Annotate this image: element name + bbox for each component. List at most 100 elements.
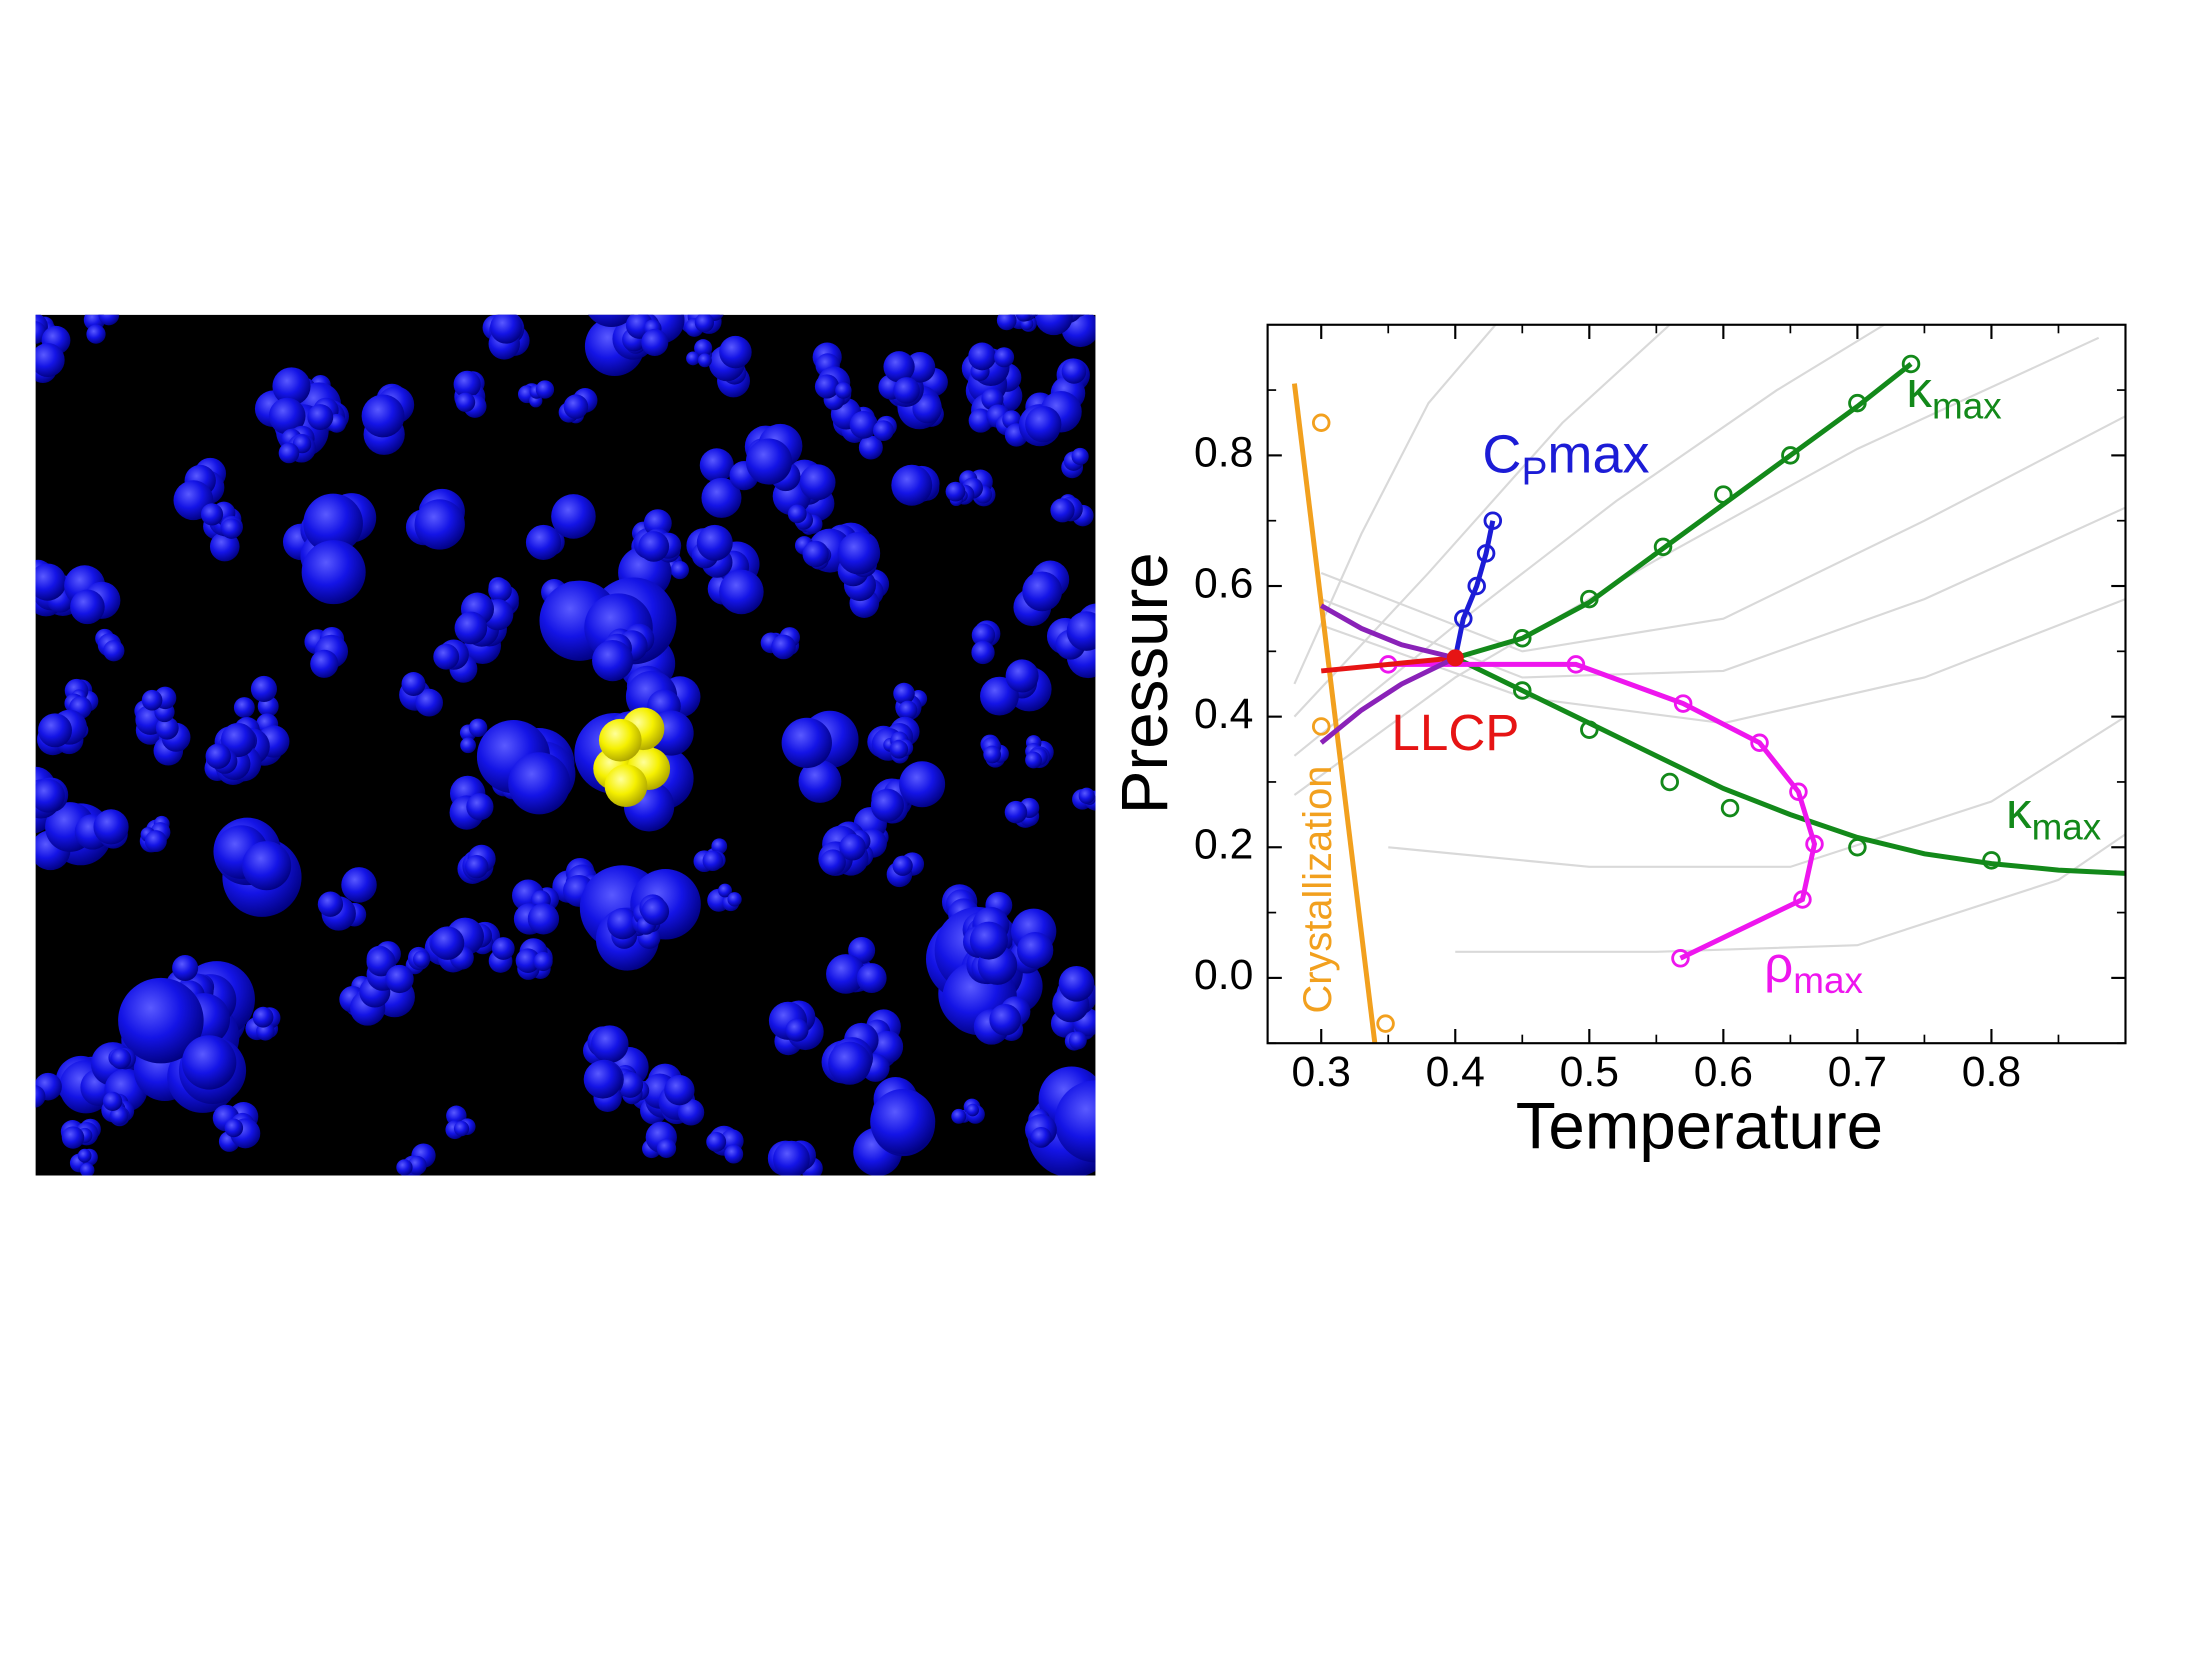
molecule-atom: [488, 578, 512, 603]
molecule-atom: [872, 420, 894, 442]
molecule-atom: [745, 438, 793, 485]
molecule-atom: [638, 531, 670, 562]
molecule-atom: [535, 380, 555, 399]
data-point: [1513, 629, 1532, 648]
molecule-atom: [1016, 932, 1054, 969]
annotation-text: C: [1482, 425, 1521, 485]
molecule-atom: [35, 1085, 46, 1108]
y-tick-label: 0.2: [1194, 821, 1253, 869]
x-tick-label: 0.7: [1828, 1048, 1887, 1096]
molecule-atom: [798, 760, 842, 803]
critical-point: [1446, 649, 1464, 667]
data-point: [1376, 1014, 1395, 1033]
molecule-atom: [551, 494, 596, 539]
molecule-atom: [278, 442, 300, 464]
molecule-atom: [870, 1089, 936, 1155]
molecule-atom: [996, 314, 1017, 331]
molecule-atom: [110, 1048, 132, 1070]
molecule-atom: [701, 477, 742, 518]
molecule-atom: [508, 752, 571, 815]
annotation-subscript: max: [1793, 960, 1863, 1001]
molecule-atom: [385, 964, 414, 994]
molecule-atom: [890, 740, 909, 759]
data-point: [1750, 733, 1769, 753]
molecule-atom: [719, 569, 764, 615]
molecule-atom: [826, 954, 866, 994]
annotation-subscript: max: [2032, 806, 2102, 847]
isochore: [1388, 715, 2126, 868]
data-point: [1566, 655, 1586, 674]
molecule-atom: [252, 1006, 274, 1028]
molecule-atom: [1066, 611, 1096, 651]
x-tick-label: 0.5: [1560, 1048, 1619, 1096]
molecule-atom: [525, 524, 562, 561]
molecule-atom: [466, 793, 494, 821]
molecule-atom: [893, 682, 915, 705]
molecule-atom: [77, 1148, 92, 1163]
molecule-atom: [1030, 1126, 1052, 1148]
x-tick-label: 0.6: [1694, 1048, 1753, 1096]
molecule-atom: [814, 374, 840, 399]
molecule-atom: [455, 392, 476, 413]
molecule-atom: [414, 499, 465, 550]
molecule-atom: [396, 1159, 413, 1176]
data-point: [1580, 720, 1599, 739]
molecule-atom: [1015, 314, 1032, 322]
molecule-atom: [268, 397, 306, 435]
molecule-atom: [272, 367, 311, 406]
molecule-atom: [224, 1118, 244, 1138]
molecule-atom: [945, 481, 966, 502]
curve: [1388, 661, 1818, 961]
molecule-atom: [971, 640, 995, 665]
x-axis-label: Temperature: [1516, 1090, 1883, 1163]
molecule-atom: [1025, 405, 1062, 443]
molecule-atom: [799, 464, 836, 501]
molecule-atom: [1034, 314, 1073, 336]
data-point: [1513, 681, 1532, 700]
molecule-atom: [849, 410, 878, 439]
data-point: [1720, 798, 1740, 818]
molecule-atom: [415, 688, 443, 717]
molecule-atom: [837, 531, 881, 575]
molecule-atom: [912, 393, 942, 424]
molecule-atom: [664, 1074, 695, 1106]
data-point: [1781, 446, 1800, 465]
molecule-atom: [460, 737, 476, 754]
isochore: [1293, 324, 1671, 718]
data-point: [1467, 576, 1486, 596]
molecule-atom: [724, 1144, 744, 1164]
molecule-atom: [303, 493, 363, 554]
curve: [1452, 520, 1496, 659]
molecule-atom: [454, 611, 488, 645]
y-tick-label: 0.8: [1194, 429, 1253, 477]
molecule-atom: [1061, 359, 1087, 384]
molecule-atom: [220, 722, 256, 758]
data-point: [1848, 393, 1867, 413]
molecule-atom: [1022, 571, 1063, 612]
molecule-atom: [93, 809, 129, 845]
molecule-atom: [490, 314, 523, 344]
molecule-atom: [891, 464, 933, 506]
molecule-atom: [785, 1018, 809, 1042]
curve: [1319, 603, 1456, 661]
molecule-atom: [892, 855, 913, 876]
molecule-atom: [233, 697, 255, 718]
molecule-atom: [607, 907, 639, 940]
molecule-atom: [433, 643, 460, 670]
molecule-atom: [1054, 1080, 1096, 1163]
molecule-atom: [980, 676, 1019, 716]
molecule-atom: [38, 713, 72, 748]
data-point: [1789, 782, 1808, 801]
molecule-atom: [802, 540, 829, 568]
annotation-tail: max: [1547, 425, 1649, 485]
data-point: [1793, 890, 1812, 909]
molecule-atom: [1028, 314, 1038, 318]
molecule-atom: [1069, 314, 1085, 317]
molecule-atom: [221, 518, 242, 539]
molecule-atom: [141, 689, 163, 711]
molecule-atom: [1025, 751, 1042, 769]
molecule-atom: [787, 504, 807, 524]
data-point: [1653, 537, 1673, 557]
annotation-subscript: max: [1932, 385, 2002, 426]
